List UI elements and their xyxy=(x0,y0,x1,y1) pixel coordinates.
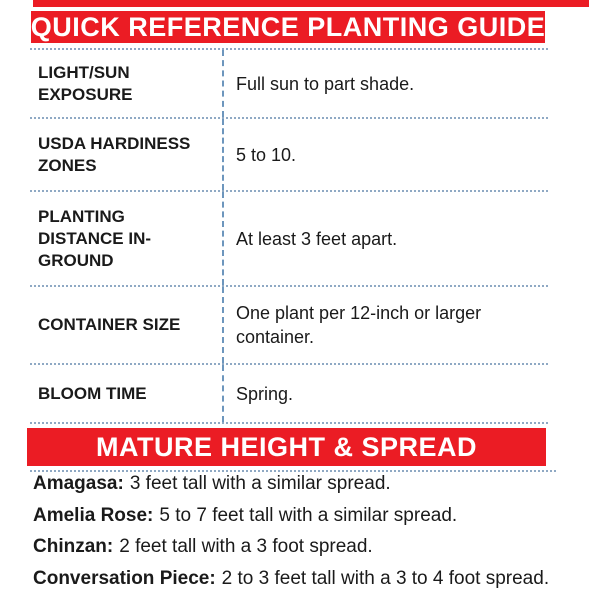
section-title-banner: MATURE HEIGHT & SPREAD xyxy=(27,428,546,466)
row-value-usda-hardiness-zones: 5 to 10. xyxy=(222,119,548,190)
list-item: Amelia Rose: 5 to 7 feet tall with a simi… xyxy=(33,500,593,532)
row-label-container-size: CONTAINER SIZE xyxy=(38,315,181,334)
table-row: PLANTING DISTANCE IN-GROUND At least 3 f… xyxy=(30,192,548,287)
table-row: USDA HARDINESS ZONES 5 to 10. xyxy=(30,119,548,192)
row-value-container-size: One plant per 12-inch or larger containe… xyxy=(222,287,548,363)
page-title: QUICK REFERENCE PLANTING GUIDE xyxy=(30,11,546,42)
plant-description: 5 to 7 feet tall with a similar spread. xyxy=(159,504,458,526)
mature-height-spread-list: Amagasa: 3 feet tall with a similar sprea… xyxy=(33,468,593,594)
row-value-planting-distance: At least 3 feet apart. xyxy=(222,192,548,285)
main-title-banner: QUICK REFERENCE PLANTING GUIDE xyxy=(31,11,545,43)
plant-name: Amelia Rose: xyxy=(33,504,154,526)
section-divider xyxy=(30,470,556,472)
row-label-planting-distance: PLANTING DISTANCE IN-GROUND xyxy=(38,206,152,270)
plant-description: 2 to 3 feet tall with a 3 to 4 foot spre… xyxy=(221,567,550,589)
row-label-light-sun-exposure: LIGHT/SUN EXPOSURE xyxy=(38,62,133,104)
list-item: Conversation Piece: 2 to 3 feet tall with… xyxy=(33,563,593,595)
row-value-light-sun-exposure: Full sun to part shade. xyxy=(222,50,548,117)
plant-name: Amagasa: xyxy=(33,473,124,494)
row-label-bloom-time: BLOOM TIME xyxy=(38,383,147,403)
top-red-strip xyxy=(33,0,589,7)
row-label-usda-hardiness-zones: USDA HARDINESS ZONES xyxy=(38,133,191,175)
table-row: BLOOM TIME Spring. xyxy=(30,365,548,424)
quick-reference-table: LIGHT/SUN EXPOSURE Full sun to part shad… xyxy=(30,48,548,424)
list-item: Chinzan: 2 feet tall with a 3 foot spread… xyxy=(33,531,593,563)
plant-description: 2 feet tall with a 3 foot spread. xyxy=(119,536,373,557)
section-title: MATURE HEIGHT & SPREAD xyxy=(95,431,477,462)
plant-name: Chinzan: xyxy=(33,536,114,557)
plant-description: 3 feet tall with a similar spread. xyxy=(129,473,391,494)
table-row: CONTAINER SIZE One plant per 12-inch or … xyxy=(30,287,548,365)
plant-name: Conversation Piece: xyxy=(33,567,216,589)
list-item: Amagasa: 3 feet tall with a similar sprea… xyxy=(33,468,593,500)
table-row: LIGHT/SUN EXPOSURE Full sun to part shad… xyxy=(30,50,548,119)
row-value-bloom-time: Spring. xyxy=(222,365,548,422)
